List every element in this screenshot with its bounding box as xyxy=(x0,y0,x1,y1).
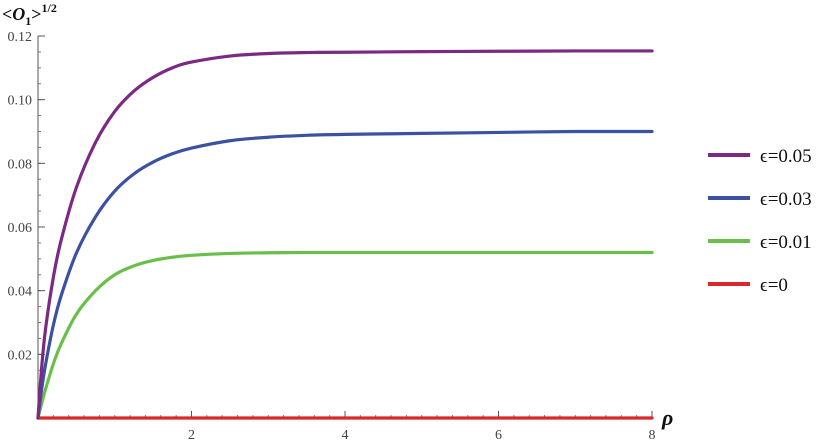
y-axis-title: <O1>1/2 xyxy=(2,1,57,28)
y-tick-label: 0.04 xyxy=(8,285,33,300)
x-axis-title: ρ xyxy=(661,405,673,430)
y-axis-title-exponent: 1/2 xyxy=(42,1,57,15)
y-tick-label: 0.06 xyxy=(8,221,33,236)
x-tick-label: 2 xyxy=(188,428,195,440)
series-line xyxy=(36,129,654,420)
y-tick-label: 0.12 xyxy=(8,30,33,45)
x-tick-label: 8 xyxy=(649,428,656,440)
legend-label: ϵ=0.01 xyxy=(760,232,812,253)
y-tick-label: 0.10 xyxy=(8,94,33,109)
legend-label: ϵ=0.05 xyxy=(760,146,812,167)
y-axis-title-subscript: 1 xyxy=(25,14,31,28)
legend-label: ϵ=0 xyxy=(760,275,788,296)
x-tick-label: 4 xyxy=(342,428,349,440)
series-lines xyxy=(36,49,654,420)
y-ticks: 0.02 0.04 0.06 0.08 0.10 0.12 xyxy=(8,30,45,363)
series-line xyxy=(36,49,654,420)
minor-ticks xyxy=(38,51,638,418)
y-tick-label: 0.08 xyxy=(8,157,33,172)
y-tick-label: 0.02 xyxy=(8,348,33,363)
legend-label: ϵ=0.03 xyxy=(760,189,812,210)
y-axis-title-symbol: O xyxy=(12,4,25,24)
y-axis-title-prefix: < xyxy=(2,4,12,24)
x-tick-label: 6 xyxy=(495,428,502,440)
series-line xyxy=(36,250,654,420)
legend: ϵ=0.05 ϵ=0.03 ϵ=0.01 ϵ=0 xyxy=(708,146,812,296)
y-axis-title-suffix: > xyxy=(31,4,41,24)
